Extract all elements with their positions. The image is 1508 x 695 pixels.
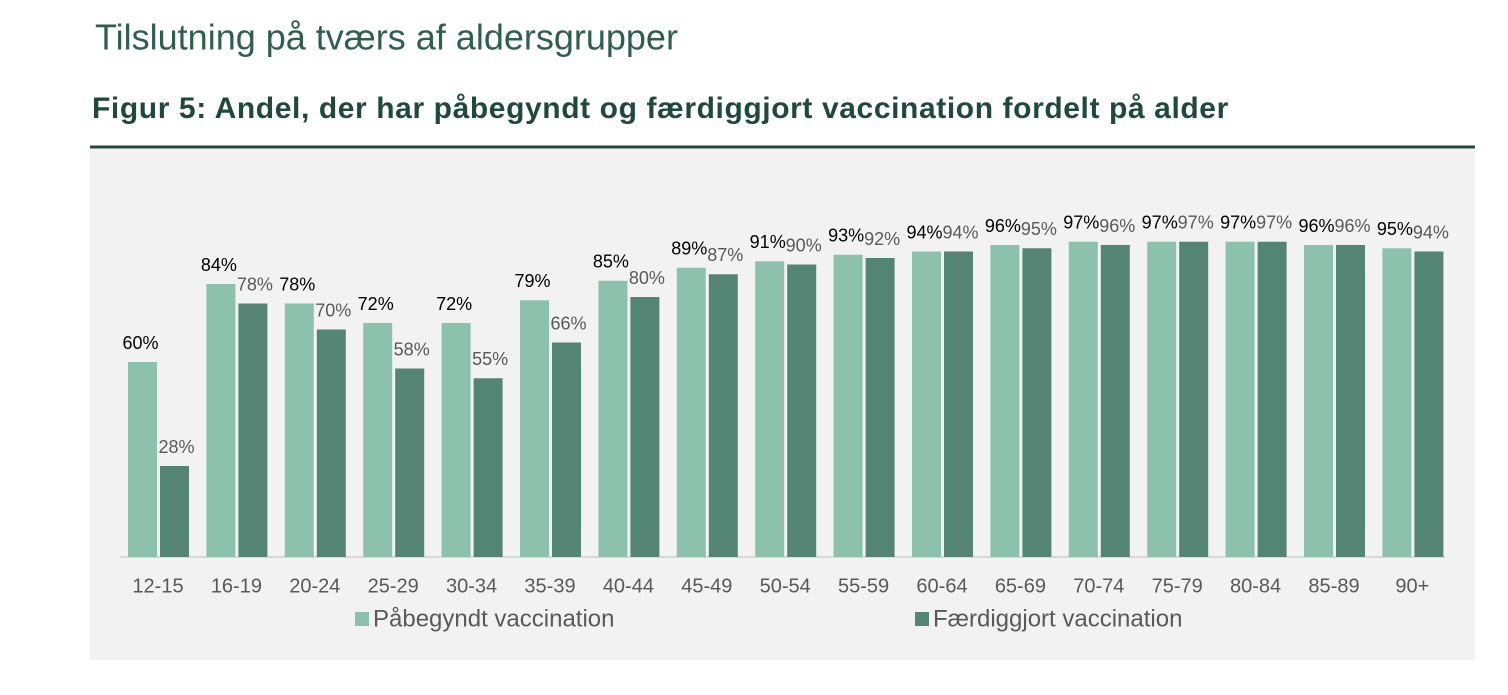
x-tick-label: 25-29 [368,575,419,597]
x-tick-label: 35-39 [524,575,575,597]
bar [441,323,471,557]
bar [630,297,660,557]
x-tick-label: 65-69 [995,575,1046,597]
data-label: 85% [593,252,629,272]
x-tick-label: 55-59 [838,575,889,597]
data-label: 96% [1298,216,1334,236]
data-label: 28% [158,437,194,457]
bar [598,280,628,557]
bar [316,329,346,557]
bar [552,342,581,557]
bar [520,300,549,557]
x-tick-label: 16-19 [211,575,262,597]
bar [128,362,157,557]
data-label: 72% [358,294,394,314]
bar [833,254,863,557]
data-label: 95% [1021,219,1057,239]
bar [206,284,236,557]
x-tick-label: 70-74 [1073,575,1124,597]
data-label: 58% [394,339,430,359]
data-label: 97% [1063,213,1099,233]
x-tick-label: 20-24 [289,575,340,597]
data-label: 96% [1334,216,1370,236]
x-tick-label: 45-49 [681,575,732,597]
page-heading: Tilslutning på tværs af aldersgrupper [95,17,678,58]
bar [708,274,738,557]
x-tick-label: 85-89 [1308,575,1359,597]
bar [473,378,503,557]
data-label: 78% [237,274,273,294]
bar [1257,241,1287,557]
x-tick-label: 50-54 [760,575,811,597]
bar [160,466,189,557]
data-label: 60% [122,333,158,353]
data-label: 87% [707,245,743,265]
bar [676,267,706,557]
x-tick-label: 90+ [1395,575,1429,597]
data-label: 95% [1377,219,1413,239]
data-label: 96% [985,216,1021,236]
data-label: 97% [1142,213,1178,233]
bar [865,258,895,557]
bar [1100,245,1130,557]
bar [1382,248,1412,557]
legend-label: Færdiggjort vaccination [933,605,1182,632]
legend-label: Påbegyndt vaccination [373,605,615,632]
x-tick-label: 80-84 [1230,575,1281,597]
data-label: 96% [1099,216,1135,236]
data-label: 92% [864,229,900,249]
bar [944,251,973,557]
legend-marker [355,612,369,626]
bar [755,261,785,557]
bar [1022,248,1052,557]
bar [912,251,941,557]
x-tick-label: 12-15 [132,575,183,597]
bar [238,303,268,557]
bar [1336,245,1365,557]
data-label: 66% [550,313,586,333]
bar [1068,241,1098,557]
bar [284,303,314,557]
x-tick-label: 60-64 [916,575,967,597]
data-label: 80% [629,268,665,288]
data-label: 93% [828,226,864,246]
data-label: 94% [942,222,978,242]
data-label: 97% [1220,213,1256,233]
data-label: 89% [671,239,707,259]
data-label: 94% [906,222,942,242]
data-label: 78% [279,274,315,294]
data-label: 91% [750,232,786,252]
data-label: 94% [1413,222,1449,242]
legend-marker [915,612,929,626]
bar [1147,241,1177,557]
data-label: 79% [514,271,550,291]
bar [990,245,1020,557]
data-label: 97% [1178,213,1214,233]
bar [787,264,817,557]
bar [1414,251,1444,557]
x-tick-label: 75-79 [1152,575,1203,597]
data-label: 97% [1256,213,1292,233]
data-label: 72% [436,294,472,314]
data-label: 55% [472,349,508,369]
data-label: 90% [786,235,822,255]
chart-title: Figur 5: Andel, der har påbegyndt og fær… [92,92,1229,125]
x-tick-label: 40-44 [603,575,654,597]
bar [1225,241,1255,557]
data-label: 70% [315,300,351,320]
bar [363,323,393,557]
bar [1304,245,1333,557]
bar [1179,241,1209,557]
data-label: 84% [201,255,237,275]
bar [395,368,425,557]
x-tick-label: 30-34 [446,575,497,597]
